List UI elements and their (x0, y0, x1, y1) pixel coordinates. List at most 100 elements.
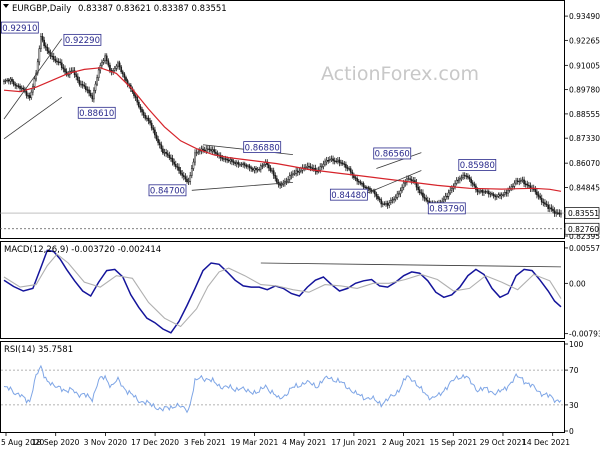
candle-body (44, 45, 47, 48)
candle-body (276, 178, 278, 183)
candle-body (113, 67, 116, 71)
x-tick-label: 3 Nov 2020 (84, 438, 127, 447)
candle-body (36, 61, 39, 74)
candle-body (362, 183, 365, 188)
ohlc-readout: 0.83387 0.83621 0.83387 0.83551 (78, 4, 227, 14)
price-y-tick-label: 0.82395 (569, 232, 600, 241)
candle-body (545, 203, 548, 206)
candle-body (162, 148, 164, 154)
candle-body (166, 153, 169, 156)
candle-body (107, 60, 110, 66)
candle-body (152, 127, 155, 131)
candle-body (491, 193, 493, 195)
candle-body (154, 129, 156, 136)
price-callout-label: 0.84480 (331, 191, 366, 201)
candle-body (32, 86, 34, 93)
symbol-dropdown-icon[interactable] (3, 4, 9, 8)
candle-body (248, 165, 251, 168)
price-callout-box (427, 202, 466, 215)
candle-body (192, 161, 195, 169)
candle-body (46, 46, 49, 52)
macd-panel-frame (0, 241, 565, 339)
candle-body (195, 152, 198, 154)
candle-body (556, 212, 559, 214)
price-y-tick-label: 0.89780 (569, 86, 600, 95)
candle-body (269, 167, 272, 171)
candle-body (134, 95, 137, 98)
candle-body (330, 158, 333, 160)
candle-body (367, 187, 370, 189)
candle-body (369, 187, 371, 191)
macd-plot (3, 249, 562, 334)
candle-body (295, 170, 297, 174)
candle-body (426, 200, 429, 202)
price-callout-label: 0.85980 (460, 161, 495, 171)
candle-body (478, 191, 480, 193)
candle-body (547, 204, 550, 209)
candle-body (181, 173, 184, 176)
candle-body (150, 122, 153, 129)
candle-body (422, 192, 424, 198)
price-callout-label: 0.88610 (79, 109, 114, 119)
candle-body (215, 151, 217, 154)
x-tick-label: 17 Dec 2020 (131, 438, 179, 447)
candle-body (503, 192, 506, 195)
candle-body (486, 191, 489, 193)
candle-body (229, 159, 232, 162)
price-callout-box (329, 188, 368, 201)
candle-body (57, 61, 60, 63)
candle-body (444, 195, 447, 200)
candle-body (136, 97, 139, 103)
price-callout-label: 0.86880 (245, 143, 280, 153)
candle-body (7, 79, 10, 82)
price-callout-box (63, 33, 102, 46)
candle-body (15, 85, 18, 87)
candle-body (457, 179, 460, 181)
x-tick-label: 5 Aug 2020 (1, 438, 44, 447)
candle-body (250, 167, 253, 170)
candle-body (259, 165, 262, 170)
candle-body (73, 70, 76, 75)
candle-body (178, 166, 180, 171)
price-y-tick-label: 0.86070 (569, 159, 600, 168)
x-tick-label: 4 May 2021 (282, 438, 326, 447)
candle-body (202, 148, 204, 151)
candle-body (197, 151, 200, 154)
candle-body (78, 80, 81, 85)
candle-body (72, 70, 74, 72)
candle-body (52, 56, 55, 60)
candle-body (43, 39, 45, 47)
price-y-tick-label: 0.87330 (569, 134, 600, 143)
candle-body (56, 60, 58, 63)
candle-body (187, 181, 190, 183)
macd-y-tick-label: 0.005579 (569, 244, 600, 253)
candle-body (171, 158, 174, 163)
candle-body (298, 171, 301, 173)
price-y-tick-label: 0.88555 (569, 110, 600, 119)
candle-body (500, 194, 503, 197)
candle-body (450, 188, 453, 191)
trendline (3, 96, 63, 140)
candle-body (139, 106, 142, 110)
candle-body (459, 178, 461, 181)
candle-body (487, 191, 490, 195)
candle-body (165, 151, 167, 154)
watermark: ActionForex.com (321, 63, 479, 85)
candle-body (553, 210, 556, 214)
candle-body (399, 190, 402, 195)
candle-body (268, 164, 270, 169)
candle-body (447, 192, 450, 197)
candle-body (91, 95, 94, 100)
candle-body (333, 160, 336, 162)
candle-body (324, 161, 326, 165)
candle-body (373, 190, 376, 195)
candle-body (311, 167, 314, 170)
candle-body (243, 163, 246, 166)
axes: 0.93490 0.92265 0.91005 0.89780 0.88555 0.873… (1, 12, 600, 447)
candle-body (173, 161, 175, 165)
candle-body (290, 174, 293, 177)
candle-body (104, 55, 106, 61)
trendline (3, 38, 63, 120)
candle-body (176, 166, 179, 168)
macd-y-tick-label: 0.00 (569, 279, 586, 288)
